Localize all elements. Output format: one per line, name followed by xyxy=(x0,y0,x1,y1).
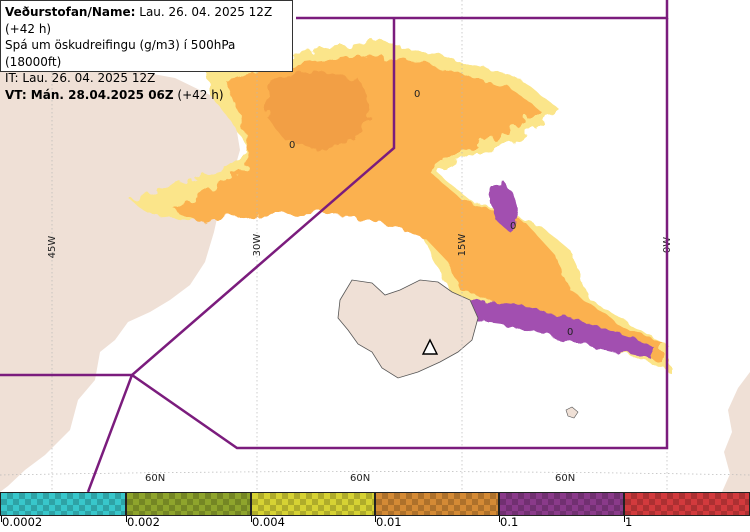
lat-label-3: 60N xyxy=(555,473,575,484)
issue-time: IT: Lau. 26. 04. 2025 12Z xyxy=(5,71,156,85)
lat-label-1: 60N xyxy=(145,473,165,484)
legend-label-3: 0.004 xyxy=(252,515,285,529)
legend-swatch-4 xyxy=(375,492,499,516)
legend-swatch-5 xyxy=(499,492,624,516)
greenland-landmass xyxy=(0,68,240,492)
legend-label-4: 0.01 xyxy=(376,515,402,529)
ash-plume-east xyxy=(430,298,655,358)
legend-label-5: 0.1 xyxy=(500,515,519,529)
lon-label-30w: 30W xyxy=(252,234,263,257)
legend-swatch-3 xyxy=(251,492,375,516)
legend-label-1: 0.0002 xyxy=(2,515,43,529)
forecast-title: Spá um öskudreifingu (g/m3) í 500hPa (18… xyxy=(5,38,236,69)
legend-swatch-6 xyxy=(624,492,750,516)
lat-label-2: 60N xyxy=(350,473,370,484)
norway-landmass xyxy=(722,372,750,492)
issuer-value: Lau. 26. 04. 2025 12Z (+42 h) xyxy=(5,5,273,36)
fir-boundary xyxy=(0,0,669,492)
lon-label-45w: 45W xyxy=(47,236,58,259)
ash-concentration-legend: 0.0002 0.002 0.004 0.01 0.1 1 xyxy=(0,492,750,532)
ash-core-high xyxy=(265,70,370,150)
legend-swatch-2 xyxy=(126,492,251,516)
issuer-label: Veðurstofan/Name: xyxy=(5,5,136,19)
legend-label-6: 1 xyxy=(625,515,633,529)
valid-time-label: VT: Mán. 28.04.2025 06Z xyxy=(5,87,174,102)
contour-label-1: 0 xyxy=(414,89,420,100)
forecast-info-box: Veðurstofan/Name: Lau. 26. 04. 2025 12Z … xyxy=(0,0,293,102)
volcano-marker[interactable] xyxy=(421,338,439,355)
contour-label-3: 0 xyxy=(510,221,516,232)
contour-label-2: 0 xyxy=(289,140,295,151)
iceland-landmass xyxy=(337,279,479,379)
contour-label-4: 0 xyxy=(567,327,573,338)
ash-top-north xyxy=(490,182,520,232)
faroe-islands xyxy=(565,406,579,419)
legend-label-2: 0.002 xyxy=(127,515,160,529)
lon-label-15w: 15W xyxy=(457,234,468,257)
legend-swatch-1 xyxy=(0,492,126,516)
ash-forecast-map: 45W 30W 15W 0W 60N 60N 60N 0 0 0 0 xyxy=(0,0,750,492)
valid-time-offset: (+42 h) xyxy=(173,87,224,102)
volcano-icon xyxy=(421,338,439,355)
